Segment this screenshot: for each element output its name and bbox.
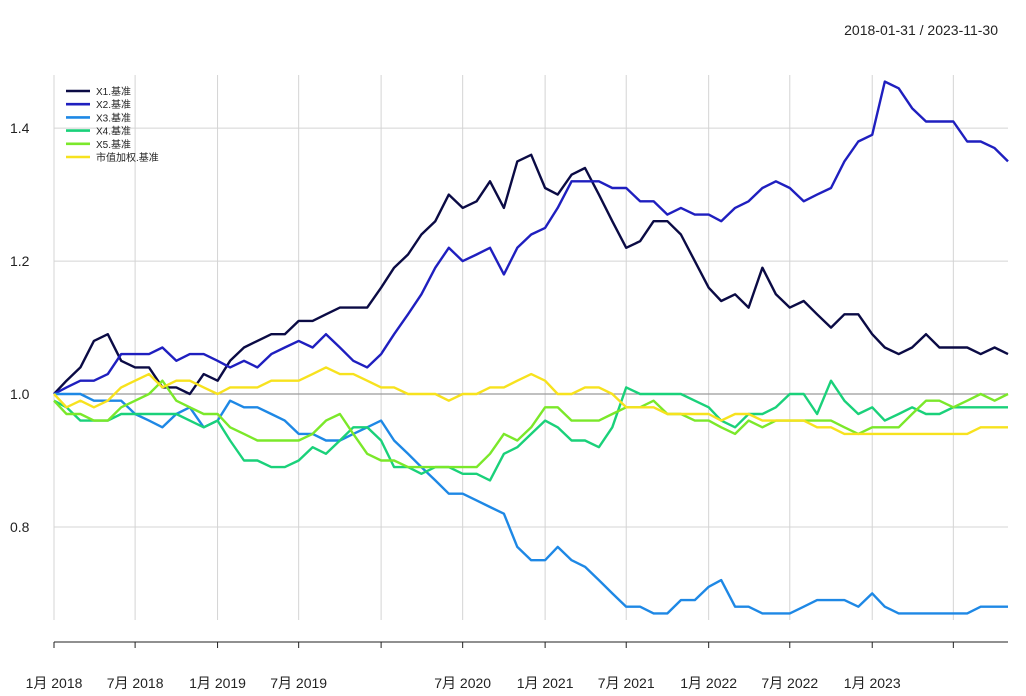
x-tick-label: 7月 2018 (107, 675, 164, 691)
date-range-label: 2018-01-31 / 2023-11-30 (844, 22, 998, 38)
y-axis: 0.8 1.0 1.2 1.4 (10, 120, 30, 535)
legend-label: X3.基准 (96, 111, 131, 124)
x-tick-label: 7月 2022 (761, 675, 818, 691)
series-line-2 (53, 80, 1009, 396)
x-tick-label: 1月 2022 (680, 675, 737, 691)
grid-lines (53, 75, 1008, 620)
x-tick-label: 1月 2018 (26, 675, 83, 691)
series-line-5 (53, 379, 1009, 469)
legend-label: 市值加权.基准 (96, 151, 159, 164)
x-tick-label: 7月 2021 (598, 675, 655, 691)
y-tick-label: 1.4 (10, 120, 30, 136)
y-tick-label: 1.2 (10, 253, 30, 269)
legend-label: X4.基准 (96, 125, 131, 138)
series-line-1 (53, 153, 1009, 396)
legend-label: X5.基准 (96, 138, 131, 151)
y-tick-label: 1.0 (10, 386, 30, 402)
y-tick-label: 0.8 (10, 519, 30, 535)
series-lines (53, 80, 1009, 615)
legend-label: X2.基准 (96, 98, 131, 111)
x-tick-label: 7月 2020 (434, 675, 491, 691)
x-tick-label: 1月 2019 (189, 675, 246, 691)
x-tick-label: 7月 2019 (270, 675, 327, 691)
x-tick-label: 1月 2023 (844, 675, 901, 691)
x-axis: 1月 2018 7月 2018 1月 2019 7月 2019 7月 2020 1月 20… (26, 641, 1008, 691)
legend-label: X1.基准 (96, 85, 131, 98)
series-line-4 (53, 379, 1008, 482)
series-line-6 (53, 366, 1008, 436)
x-tick-label: 1月 2021 (517, 675, 574, 691)
